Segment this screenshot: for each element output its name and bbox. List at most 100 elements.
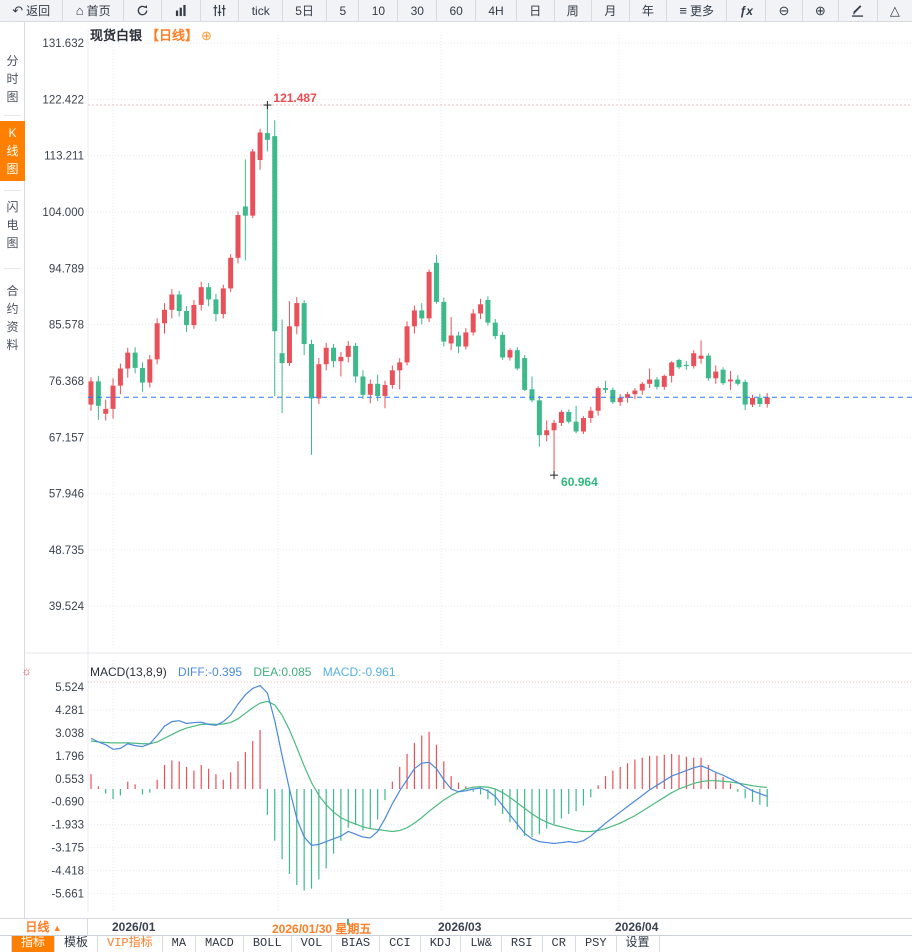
period-week-button[interactable]: 周	[555, 0, 593, 21]
candle	[411, 310, 417, 327]
more-button[interactable]: ≡ 更多	[667, 0, 728, 21]
candle	[419, 310, 425, 319]
candle	[566, 411, 572, 422]
candle	[713, 371, 719, 379]
svg-text:3.038: 3.038	[55, 728, 84, 740]
indicator-toolbar: 指标 模板 VIP指标 MA MACD BOLL VOL BIAS CCI KDJ LW& RSI CR…	[0, 935, 912, 952]
candle	[456, 335, 461, 347]
period-year-button[interactable]: 年	[630, 0, 668, 21]
sidebar-tab-lightning-chart[interactable]: 闪电图	[6, 200, 19, 250]
tab-vol[interactable]: VOL	[292, 936, 333, 952]
candle	[279, 353, 285, 364]
period-day-button[interactable]: 日	[517, 0, 555, 21]
candle	[139, 367, 145, 383]
period-30-button[interactable]: 30	[398, 0, 438, 21]
price-axis-labels: 131.632 122.422 113.211 104.000 94.789 85.578…	[42, 38, 84, 901]
candle	[669, 362, 675, 376]
tab-vip-indicator[interactable]: VIP指标	[98, 936, 163, 952]
candle	[338, 356, 344, 362]
tab-bias[interactable]: BIAS	[332, 936, 381, 952]
candle	[632, 390, 638, 395]
candle	[514, 350, 520, 369]
home-button-label: 首页	[86, 4, 111, 18]
zoom-in-button[interactable]: ⊕	[803, 0, 840, 21]
sidebar-tab-kline-chart[interactable]: K线图	[0, 121, 25, 181]
svg-text:104.000: 104.000	[42, 207, 84, 219]
candle	[103, 408, 109, 414]
tab-cci[interactable]: CCI	[380, 936, 421, 952]
shape-button[interactable]: △	[878, 0, 912, 21]
chart-type-button[interactable]	[162, 0, 201, 21]
sidebar-tab-time-chart[interactable]: 分时图	[6, 54, 19, 104]
svg-text:85.578: 85.578	[49, 320, 84, 332]
toolbar-spacer	[0, 936, 12, 952]
period-10-button-label: 10	[371, 3, 386, 18]
period-5d-button[interactable]: 5日	[283, 0, 328, 21]
svg-text:39.524: 39.524	[49, 601, 85, 613]
period-selector[interactable]: 日线 ▲	[0, 919, 88, 935]
crosshair-date-tick	[347, 919, 349, 925]
add-symbol-icon[interactable]: ⊕	[201, 28, 212, 43]
period-month-button-label: 月	[604, 4, 617, 18]
bars-icon	[175, 4, 188, 17]
tab-rsi[interactable]: RSI	[502, 936, 543, 952]
fx-button[interactable]: ƒx	[727, 0, 767, 21]
period-month-button[interactable]: 月	[592, 0, 630, 21]
candle	[389, 370, 395, 386]
candle	[647, 379, 653, 384]
back-button[interactable]: ↶ 返回	[0, 0, 64, 21]
draw-button[interactable]	[839, 0, 878, 21]
tab-ma[interactable]: MA	[163, 936, 197, 952]
candle	[191, 304, 197, 326]
tab-template[interactable]: 模板	[55, 936, 99, 952]
svg-text:-0.690: -0.690	[51, 797, 84, 809]
candle	[147, 359, 153, 383]
period-60-button[interactable]: 60	[437, 0, 477, 21]
refresh-button[interactable]	[124, 0, 163, 21]
period-4h-button[interactable]: 4H	[476, 0, 517, 21]
sidebar-tab-contract-info[interactable]: 合约资料	[6, 284, 19, 352]
candle	[558, 411, 564, 423]
kline-macd-chart[interactable]: 131.632 122.422 113.211 104.000 94.789 85.578…	[0, 22, 912, 918]
tick-button[interactable]: tick	[239, 0, 283, 21]
macd-settings-icon[interactable]: ☼	[21, 664, 32, 678]
candle	[316, 364, 322, 399]
tab-settings[interactable]: 设置	[617, 936, 660, 952]
period-tag: 【日线】	[146, 28, 199, 43]
candle	[617, 397, 623, 403]
tab-psy[interactable]: PSY	[576, 936, 617, 952]
macd-macd-value: MACD:-0.961	[322, 665, 396, 679]
candle	[125, 352, 131, 369]
candle	[573, 421, 579, 432]
candle	[536, 400, 542, 436]
tab-indicator[interactable]: 指标	[12, 936, 56, 952]
candle	[220, 288, 226, 315]
sidebar-divider	[4, 268, 21, 269]
candle	[485, 300, 491, 323]
tab-macd[interactable]: MACD	[196, 936, 244, 952]
date-axis: 日线 ▲ 2026/01 2026/01/30 星期五 2026/03 2026/04	[0, 918, 912, 936]
period-10-button[interactable]: 10	[359, 0, 399, 21]
candle	[206, 287, 212, 300]
svg-text:94.789: 94.789	[49, 263, 84, 275]
candle	[654, 379, 660, 387]
symbol-name: 现货白银	[90, 28, 143, 43]
candle	[382, 385, 388, 397]
svg-text:5.524: 5.524	[55, 682, 84, 694]
candle	[117, 368, 123, 386]
candle	[500, 334, 506, 358]
svg-text:122.422: 122.422	[42, 94, 84, 106]
zoom-in-icon: ⊕	[814, 3, 826, 18]
home-button[interactable]: ⌂ 首页	[63, 0, 124, 21]
tab-boll[interactable]: BOLL	[244, 936, 292, 952]
tab-cr[interactable]: CR	[543, 936, 576, 952]
candle	[162, 309, 167, 324]
indicator-tune-button[interactable]	[201, 0, 240, 21]
tab-lw[interactable]: LW&	[461, 936, 502, 952]
period-5-button[interactable]: 5	[327, 0, 360, 21]
candle	[580, 418, 586, 432]
zoom-out-button[interactable]: ⊖	[766, 0, 803, 21]
tab-kdj[interactable]: KDJ	[421, 936, 462, 952]
candle	[309, 344, 314, 399]
